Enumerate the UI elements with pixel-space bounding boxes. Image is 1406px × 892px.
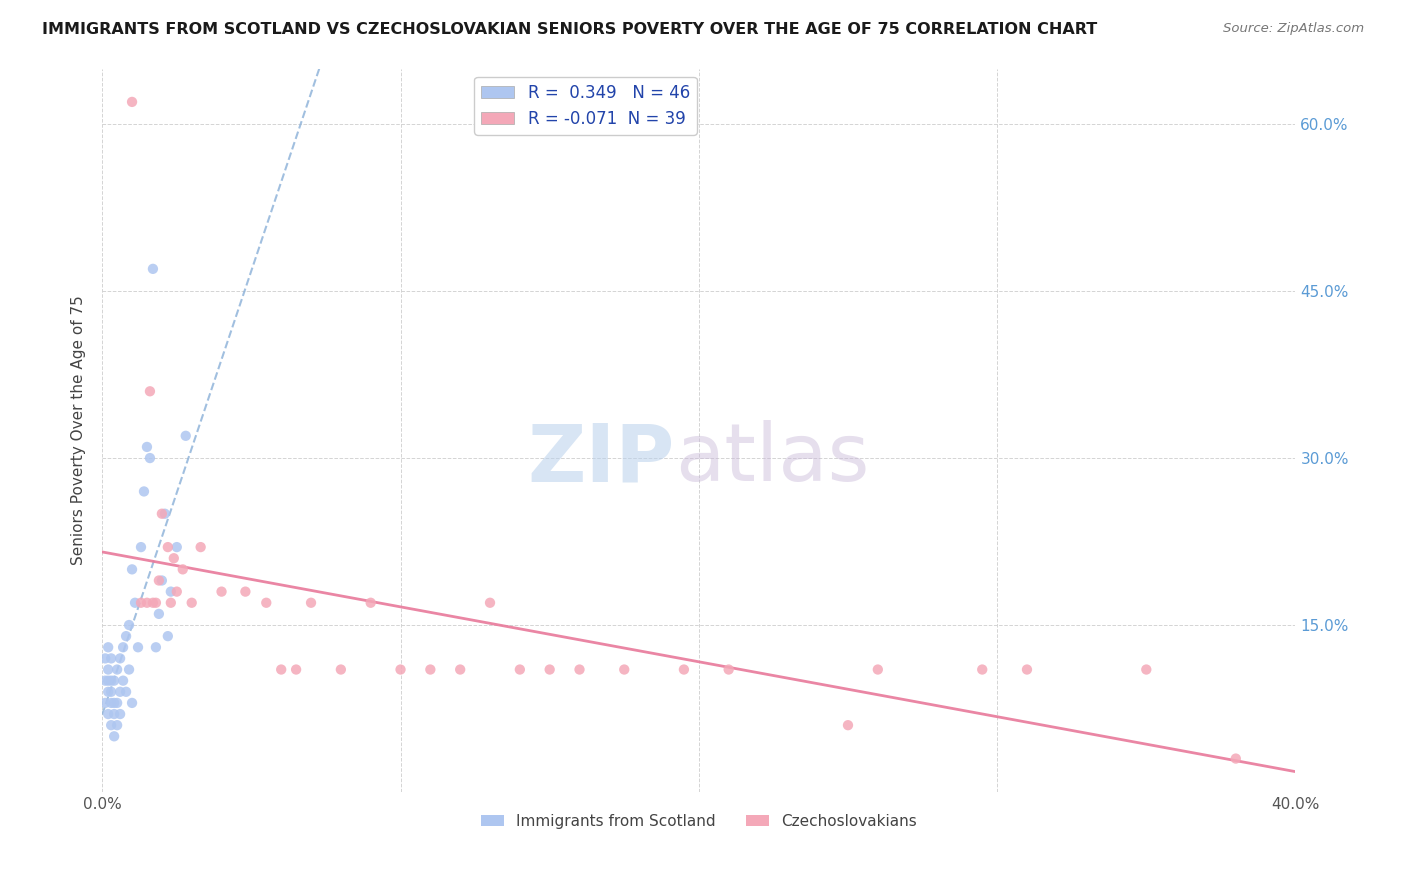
- Point: [285, 663, 308, 677]
- Point: [132, 484, 155, 499]
- Point: [156, 629, 179, 643]
- Point: [150, 574, 173, 588]
- Text: Source: ZipAtlas.com: Source: ZipAtlas.com: [1223, 22, 1364, 36]
- Point: [115, 629, 138, 643]
- Point: [142, 261, 165, 276]
- Point: [100, 696, 122, 710]
- Point: [115, 685, 138, 699]
- Point: [174, 429, 197, 443]
- Point: [139, 384, 162, 399]
- Point: [449, 663, 471, 677]
- Point: [108, 707, 131, 722]
- Point: [121, 562, 143, 576]
- Point: [100, 673, 122, 688]
- Point: [94, 696, 117, 710]
- Point: [1135, 663, 1157, 677]
- Point: [254, 596, 277, 610]
- Point: [163, 551, 186, 566]
- Point: [124, 596, 146, 610]
- Point: [159, 584, 181, 599]
- Point: [112, 640, 135, 655]
- Point: [136, 596, 159, 610]
- Point: [613, 663, 636, 677]
- Text: atlas: atlas: [675, 420, 869, 498]
- Point: [129, 596, 152, 610]
- Point: [103, 673, 125, 688]
- Point: [112, 673, 135, 688]
- Point: [190, 540, 212, 554]
- Point: [389, 663, 412, 677]
- Point: [837, 718, 859, 732]
- Point: [972, 663, 994, 677]
- Point: [270, 663, 292, 677]
- Point: [145, 596, 167, 610]
- Point: [1225, 751, 1247, 765]
- Point: [509, 663, 531, 677]
- Point: [717, 663, 740, 677]
- Point: [94, 673, 117, 688]
- Point: [180, 596, 202, 610]
- Point: [672, 663, 695, 677]
- Legend: Immigrants from Scotland, Czechoslovakians: Immigrants from Scotland, Czechoslovakia…: [475, 808, 924, 835]
- Point: [148, 607, 170, 621]
- Point: [538, 663, 561, 677]
- Point: [100, 685, 122, 699]
- Point: [479, 596, 502, 610]
- Point: [108, 651, 131, 665]
- Point: [299, 596, 322, 610]
- Text: ZIP: ZIP: [527, 420, 675, 498]
- Point: [419, 663, 441, 677]
- Point: [127, 640, 149, 655]
- Point: [235, 584, 257, 599]
- Point: [108, 685, 131, 699]
- Point: [118, 663, 141, 677]
- Point: [103, 707, 125, 722]
- Point: [105, 696, 128, 710]
- Point: [139, 451, 162, 466]
- Point: [145, 640, 167, 655]
- Point: [94, 651, 117, 665]
- Point: [97, 673, 120, 688]
- Point: [121, 95, 143, 109]
- Point: [156, 540, 179, 554]
- Point: [159, 596, 181, 610]
- Point: [866, 663, 889, 677]
- Text: IMMIGRANTS FROM SCOTLAND VS CZECHOSLOVAKIAN SENIORS POVERTY OVER THE AGE OF 75 C: IMMIGRANTS FROM SCOTLAND VS CZECHOSLOVAK…: [42, 22, 1098, 37]
- Point: [97, 663, 120, 677]
- Point: [118, 618, 141, 632]
- Point: [568, 663, 591, 677]
- Point: [105, 718, 128, 732]
- Point: [148, 574, 170, 588]
- Point: [142, 596, 165, 610]
- Point: [211, 584, 233, 599]
- Point: [166, 584, 188, 599]
- Point: [172, 562, 194, 576]
- Point: [105, 663, 128, 677]
- Point: [103, 696, 125, 710]
- Point: [153, 507, 176, 521]
- Point: [1015, 663, 1038, 677]
- Point: [129, 540, 152, 554]
- Point: [136, 440, 159, 454]
- Point: [100, 651, 122, 665]
- Point: [103, 729, 125, 743]
- Point: [100, 718, 122, 732]
- Point: [150, 507, 173, 521]
- Point: [97, 640, 120, 655]
- Point: [97, 685, 120, 699]
- Point: [360, 596, 382, 610]
- Point: [166, 540, 188, 554]
- Point: [97, 707, 120, 722]
- Point: [329, 663, 352, 677]
- Y-axis label: Seniors Poverty Over the Age of 75: Seniors Poverty Over the Age of 75: [72, 295, 86, 566]
- Point: [121, 696, 143, 710]
